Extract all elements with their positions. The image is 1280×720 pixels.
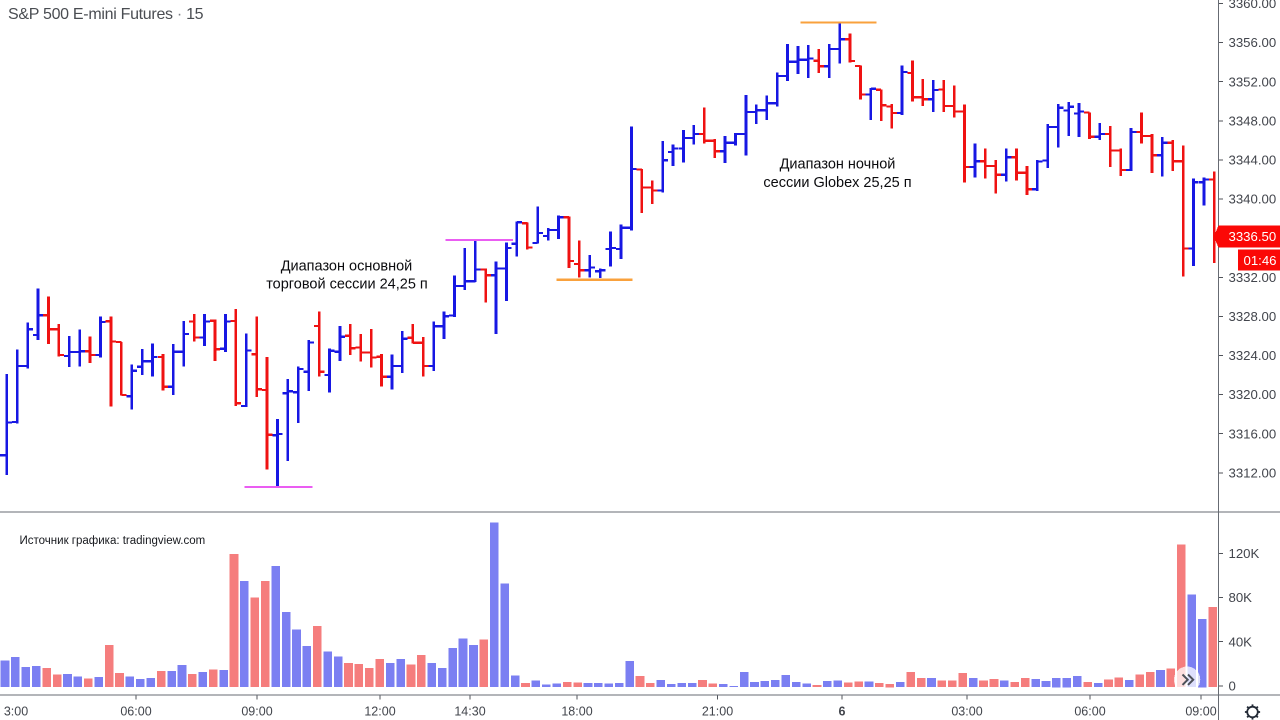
svg-text:80K: 80K bbox=[1229, 590, 1253, 605]
svg-text:3316.00: 3316.00 bbox=[1229, 426, 1277, 441]
svg-text:12:00: 12:00 bbox=[364, 705, 395, 719]
svg-text:03:00: 03:00 bbox=[951, 705, 982, 719]
svg-text:18:00: 18:00 bbox=[561, 705, 592, 719]
svg-text:09:00: 09:00 bbox=[1185, 705, 1216, 719]
svg-text:3:00: 3:00 bbox=[4, 705, 28, 719]
svg-text:40K: 40K bbox=[1229, 634, 1253, 649]
svg-text:6: 6 bbox=[839, 705, 846, 719]
svg-text:Источник графика: tradingview.: Источник графика: tradingview.com bbox=[20, 535, 206, 547]
svg-text:3356.00: 3356.00 bbox=[1229, 35, 1277, 50]
svg-text:торговой сессии 24,25 п: торговой сессии 24,25 п bbox=[266, 277, 428, 293]
svg-text:3352.00: 3352.00 bbox=[1229, 74, 1277, 89]
svg-text:S&P 500 E-mini Futures · 15: S&P 500 E-mini Futures · 15 bbox=[8, 6, 204, 23]
svg-text:14:30: 14:30 bbox=[454, 705, 485, 719]
svg-text:3344.00: 3344.00 bbox=[1229, 153, 1277, 168]
svg-text:3340.00: 3340.00 bbox=[1229, 192, 1277, 207]
svg-text:3348.00: 3348.00 bbox=[1229, 113, 1277, 128]
svg-text:120K: 120K bbox=[1229, 546, 1260, 561]
svg-text:21:00: 21:00 bbox=[702, 705, 733, 719]
svg-text:сессии Globex 25,25 п: сессии Globex 25,25 п bbox=[763, 175, 911, 191]
svg-text:01:46: 01:46 bbox=[1244, 253, 1277, 268]
svg-text:06:00: 06:00 bbox=[120, 705, 151, 719]
svg-text:3336.50: 3336.50 bbox=[1229, 229, 1277, 244]
svg-text:3332.00: 3332.00 bbox=[1229, 270, 1277, 285]
svg-text:Диапазон ночной: Диапазон ночной bbox=[780, 157, 896, 173]
svg-text:09:00: 09:00 bbox=[241, 705, 272, 719]
svg-text:3324.00: 3324.00 bbox=[1229, 348, 1277, 363]
svg-text:3320.00: 3320.00 bbox=[1229, 387, 1277, 402]
svg-text:3360.00: 3360.00 bbox=[1229, 0, 1277, 11]
svg-text:0: 0 bbox=[1229, 679, 1236, 694]
svg-text:3312.00: 3312.00 bbox=[1229, 465, 1277, 480]
svg-text:Диапазон основной: Диапазон основной bbox=[281, 259, 413, 275]
svg-text:3328.00: 3328.00 bbox=[1229, 309, 1277, 324]
svg-text:06:00: 06:00 bbox=[1074, 705, 1105, 719]
